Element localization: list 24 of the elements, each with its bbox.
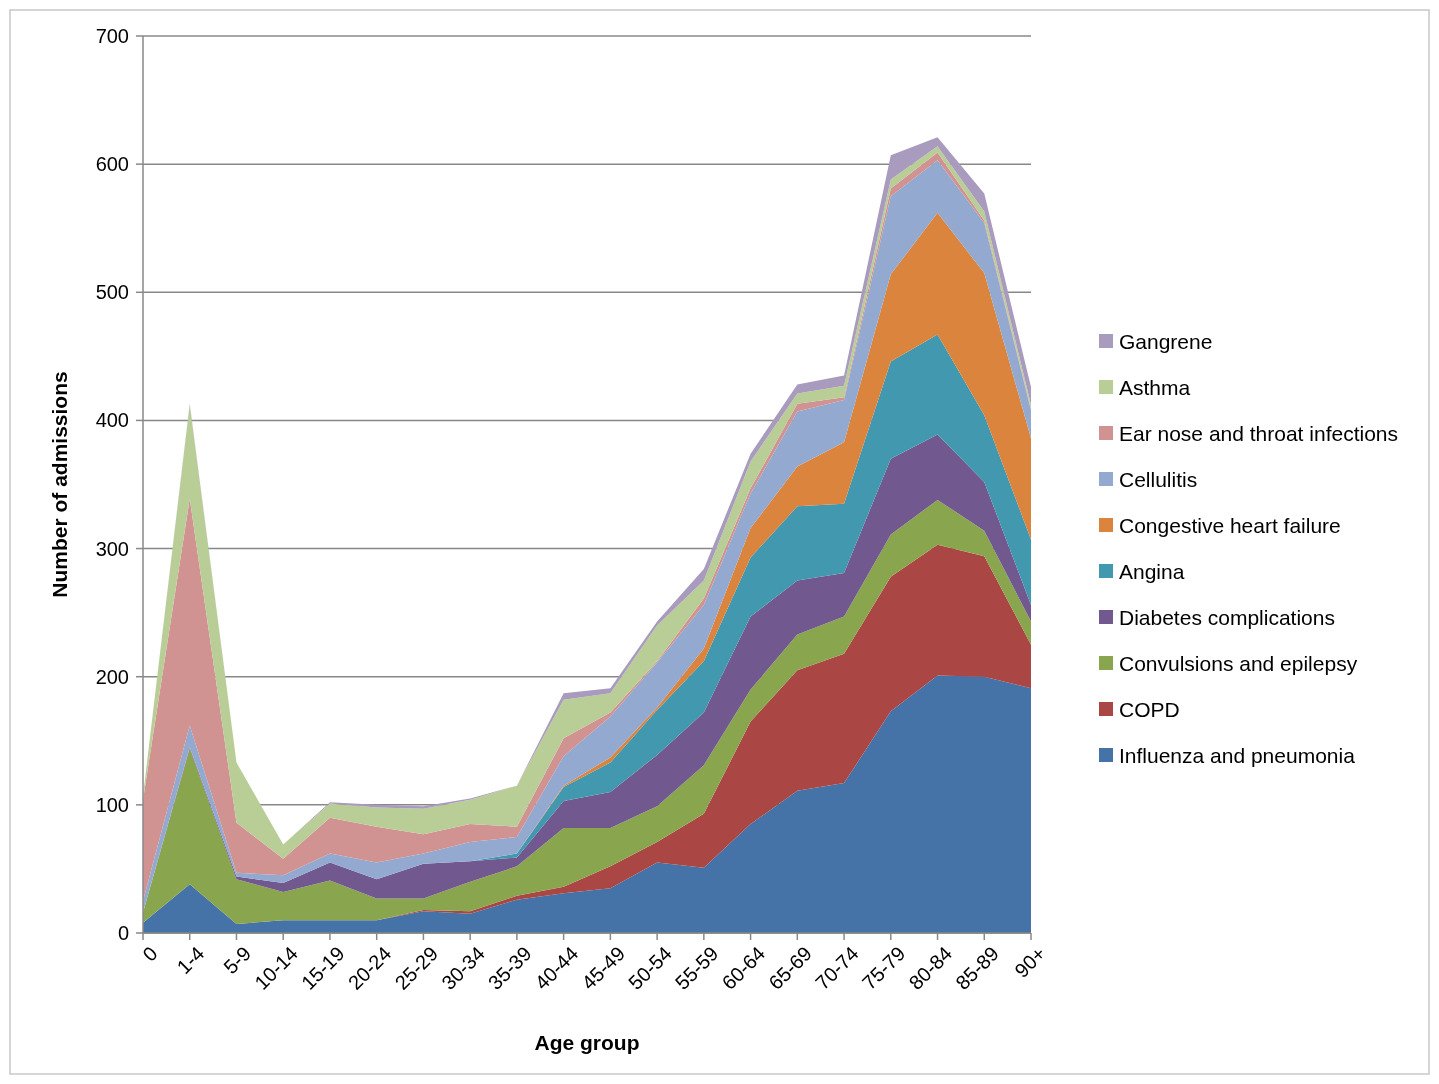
x-tick-label: 5-9 bbox=[219, 942, 256, 979]
legend-label: Diabetes complications bbox=[1119, 606, 1335, 630]
legend-label: Asthma bbox=[1119, 376, 1191, 400]
legend-label: COPD bbox=[1119, 698, 1180, 722]
y-tick-label: 600 bbox=[95, 153, 129, 176]
y-tick-label: 200 bbox=[95, 665, 129, 688]
y-axis-title: Number of admissions bbox=[48, 371, 71, 598]
legend-label: Ear nose and throat infections bbox=[1119, 422, 1399, 446]
legend-label: Influenza and pneumonia bbox=[1119, 744, 1356, 768]
y-tick-label: 100 bbox=[95, 793, 129, 816]
y-tick-label: 700 bbox=[95, 25, 129, 47]
y-tick-label: 300 bbox=[95, 537, 129, 560]
legend-label: Congestive heart failure bbox=[1119, 514, 1341, 538]
legend-label: Cellulitis bbox=[1119, 468, 1198, 492]
x-tick-label: 0 bbox=[138, 942, 162, 966]
y-tick-label: 0 bbox=[117, 922, 129, 944]
legend-label: Convulsions and epilepsy bbox=[1119, 652, 1358, 676]
y-tick-label: 400 bbox=[95, 409, 129, 432]
x-tick-label: 1-4 bbox=[172, 942, 209, 979]
x-tick-label: 90+ bbox=[1010, 942, 1050, 982]
y-tick-label: 500 bbox=[95, 281, 129, 304]
x-axis-title: Age group bbox=[534, 1031, 640, 1054]
legend-label: Gangrene bbox=[1119, 330, 1213, 354]
legend-label: Angina bbox=[1119, 560, 1185, 584]
